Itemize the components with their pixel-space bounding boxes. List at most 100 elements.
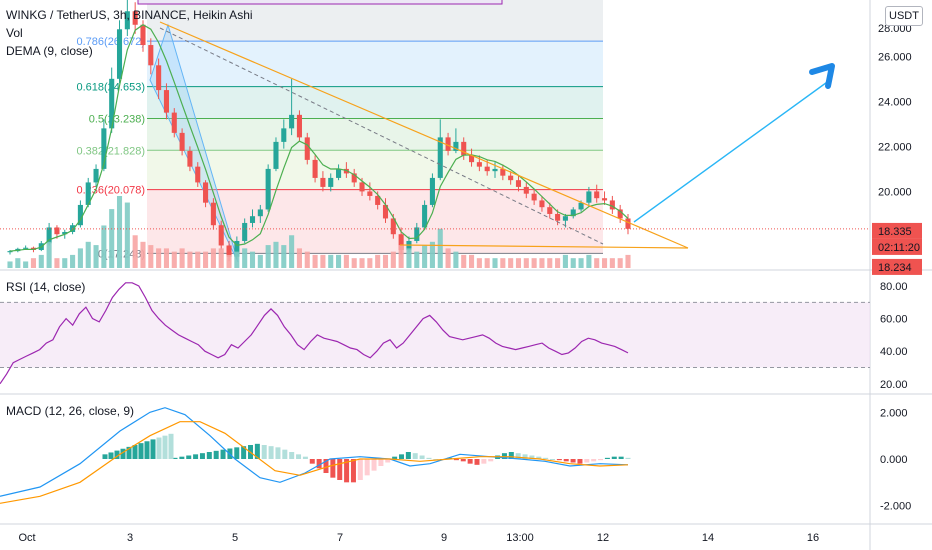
candle-body <box>422 204 428 228</box>
volume-bar <box>461 254 467 268</box>
volume-bar <box>492 258 498 268</box>
volume-bar <box>148 245 154 268</box>
macd-histogram-bar <box>193 454 199 459</box>
volume-bar <box>508 258 514 268</box>
volume-bar <box>328 254 334 268</box>
volume-bar <box>594 258 600 268</box>
candle-body <box>210 202 216 226</box>
candle-body <box>242 222 248 241</box>
volume-bar <box>163 248 169 268</box>
fib-level-label: 0.5(23.238) <box>89 114 145 126</box>
volume-bar <box>46 241 52 268</box>
candle-body <box>265 168 271 210</box>
volume-indicator-label[interactable]: Vol <box>6 26 23 40</box>
volume-bar <box>156 248 162 268</box>
dema-indicator-label[interactable]: DEMA (9, close) <box>6 44 93 58</box>
macd-histogram-bar <box>447 457 453 459</box>
currency-button[interactable]: USDT <box>885 6 923 26</box>
volume-bar <box>62 258 68 268</box>
candle-body <box>218 225 224 246</box>
time-tick-label: 3 <box>127 532 133 544</box>
trendline-descending <box>159 21 689 249</box>
macd-histogram-bar <box>199 453 205 459</box>
candle-body <box>437 137 443 178</box>
candle-body <box>249 216 256 223</box>
candle-body <box>132 11 138 25</box>
candle-body <box>578 202 584 210</box>
macd-histogram <box>102 433 631 483</box>
candles <box>7 0 631 262</box>
volume-bar <box>351 258 357 268</box>
candle-body <box>93 168 99 183</box>
volume-bar <box>515 258 522 268</box>
macd-histogram-bar <box>536 456 542 459</box>
rsi-indicator-label[interactable]: RSI (14, close) <box>6 280 86 294</box>
candle-body <box>461 141 467 156</box>
volume-bar <box>179 248 185 268</box>
fib-zone <box>147 118 603 151</box>
volume-bar <box>343 254 349 268</box>
candle-body <box>500 168 506 176</box>
macd-histogram-bar <box>371 459 377 471</box>
candle-body <box>312 159 318 178</box>
countdown-badge: 02:11:20 <box>878 242 920 254</box>
volume-bar <box>625 254 631 268</box>
price-tick-label: 26.000 <box>878 51 912 63</box>
macd-histogram-bar <box>206 452 212 459</box>
macd-histogram-bar <box>618 456 624 459</box>
macd-histogram-bar <box>268 446 274 459</box>
candle-body <box>492 168 498 172</box>
macd-tick-label: 2.000 <box>880 407 908 419</box>
volume-bar <box>367 258 373 268</box>
volume-bar <box>500 258 506 268</box>
candle-body <box>351 173 357 183</box>
volume-bar <box>101 225 107 268</box>
macd-tick-label: 0.000 <box>880 454 908 466</box>
time-tick-label: 13:00 <box>506 532 534 544</box>
candle-body <box>367 191 373 196</box>
volume-bar <box>453 251 459 268</box>
volume-bar <box>484 258 490 268</box>
candle-body <box>562 216 568 221</box>
volume-bar <box>289 235 295 268</box>
volume-bar <box>218 248 224 268</box>
candle-body <box>203 182 209 203</box>
rsi-line <box>0 282 629 385</box>
macd-histogram-bar <box>282 449 288 459</box>
volume-bar <box>7 261 13 268</box>
macd-histogram-bar <box>550 459 555 460</box>
volume-bar <box>140 241 146 268</box>
projection-line <box>633 79 831 223</box>
candle-body <box>539 200 545 208</box>
volume-bar <box>85 241 91 268</box>
candle-body <box>54 227 60 235</box>
macd-indicator-label[interactable]: MACD (12, 26, close, 9) <box>6 404 135 418</box>
macd-histogram-bar <box>144 441 150 459</box>
volume-bar <box>257 254 263 268</box>
macd-histogram-bar <box>591 459 597 462</box>
candle-body <box>445 137 451 151</box>
candle-body <box>328 177 334 187</box>
candle-body <box>594 191 600 199</box>
candle-body <box>508 175 514 181</box>
macd-histogram-bar <box>150 439 156 459</box>
volume-bar <box>617 258 623 268</box>
chart-title: WINKG / TetherUS, 3h, BINANCE, Heikin As… <box>6 8 253 22</box>
volume-bar <box>586 254 592 268</box>
volume-bar <box>562 254 568 268</box>
macd-histogram-bar <box>611 456 617 459</box>
macd-histogram-bar <box>126 446 132 459</box>
volume-bar <box>132 235 138 268</box>
volume-bar <box>476 258 482 268</box>
time-tick-label: Oct <box>18 532 35 544</box>
volume-bar <box>281 245 287 268</box>
macd-histogram-bar <box>254 443 260 459</box>
volume-bar <box>437 228 443 268</box>
volume-bar <box>109 209 115 268</box>
volume-bar <box>312 254 318 268</box>
time-tick-label: 14 <box>702 532 714 544</box>
macd-histogram-bar <box>213 450 219 459</box>
macd-histogram-bar <box>419 455 425 459</box>
candle-body <box>304 137 310 160</box>
